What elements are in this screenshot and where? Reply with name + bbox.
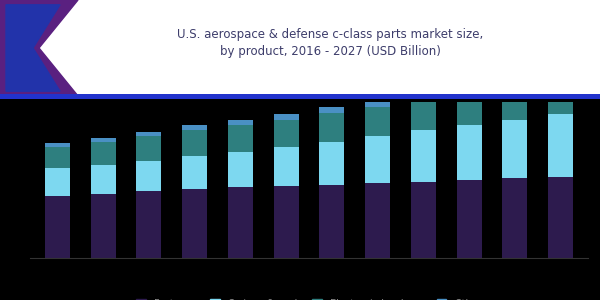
Bar (182, 125, 207, 130)
Bar (228, 120, 253, 125)
Bar (274, 114, 299, 119)
Bar (411, 182, 436, 258)
Bar (548, 77, 573, 115)
Bar (91, 165, 116, 194)
Bar (411, 130, 436, 182)
Bar (136, 191, 161, 258)
Bar (365, 107, 390, 136)
Bar (45, 196, 70, 258)
Bar (274, 186, 299, 258)
Bar (45, 147, 70, 168)
Bar (182, 156, 207, 189)
Polygon shape (0, 0, 78, 96)
Bar (365, 101, 390, 107)
Bar (136, 136, 161, 161)
Bar (319, 142, 344, 185)
Bar (45, 143, 70, 147)
Bar (182, 189, 207, 258)
Bar (182, 130, 207, 156)
Bar (365, 183, 390, 258)
Polygon shape (6, 5, 60, 91)
Bar (411, 99, 436, 130)
Bar (274, 119, 299, 147)
Bar (457, 85, 482, 92)
Bar (319, 185, 344, 258)
Bar (502, 178, 527, 258)
Text: U.S. aerospace & defense c-class parts market size,
by product, 2016 - 2027 (USD: U.S. aerospace & defense c-class parts m… (177, 28, 483, 58)
Bar (45, 168, 70, 196)
Bar (228, 125, 253, 152)
Bar (319, 107, 344, 113)
Bar (457, 124, 482, 180)
Bar (548, 177, 573, 258)
Bar (502, 85, 527, 120)
Bar (502, 78, 527, 85)
Bar (91, 194, 116, 258)
Bar (548, 69, 573, 77)
Bar (228, 152, 253, 187)
Bar (548, 115, 573, 177)
Bar (411, 93, 436, 99)
Bar (365, 136, 390, 183)
Bar (136, 160, 161, 191)
Bar (136, 132, 161, 136)
Bar (457, 92, 482, 124)
Bar (319, 113, 344, 142)
Bar (502, 120, 527, 178)
Bar (457, 180, 482, 258)
Bar (228, 187, 253, 258)
Bar (91, 138, 116, 142)
Legend: Fasteners, O-rings & seals, Electronic hardware, Other: Fasteners, O-rings & seals, Electronic h… (132, 295, 486, 300)
Bar (91, 142, 116, 165)
Bar (274, 147, 299, 186)
